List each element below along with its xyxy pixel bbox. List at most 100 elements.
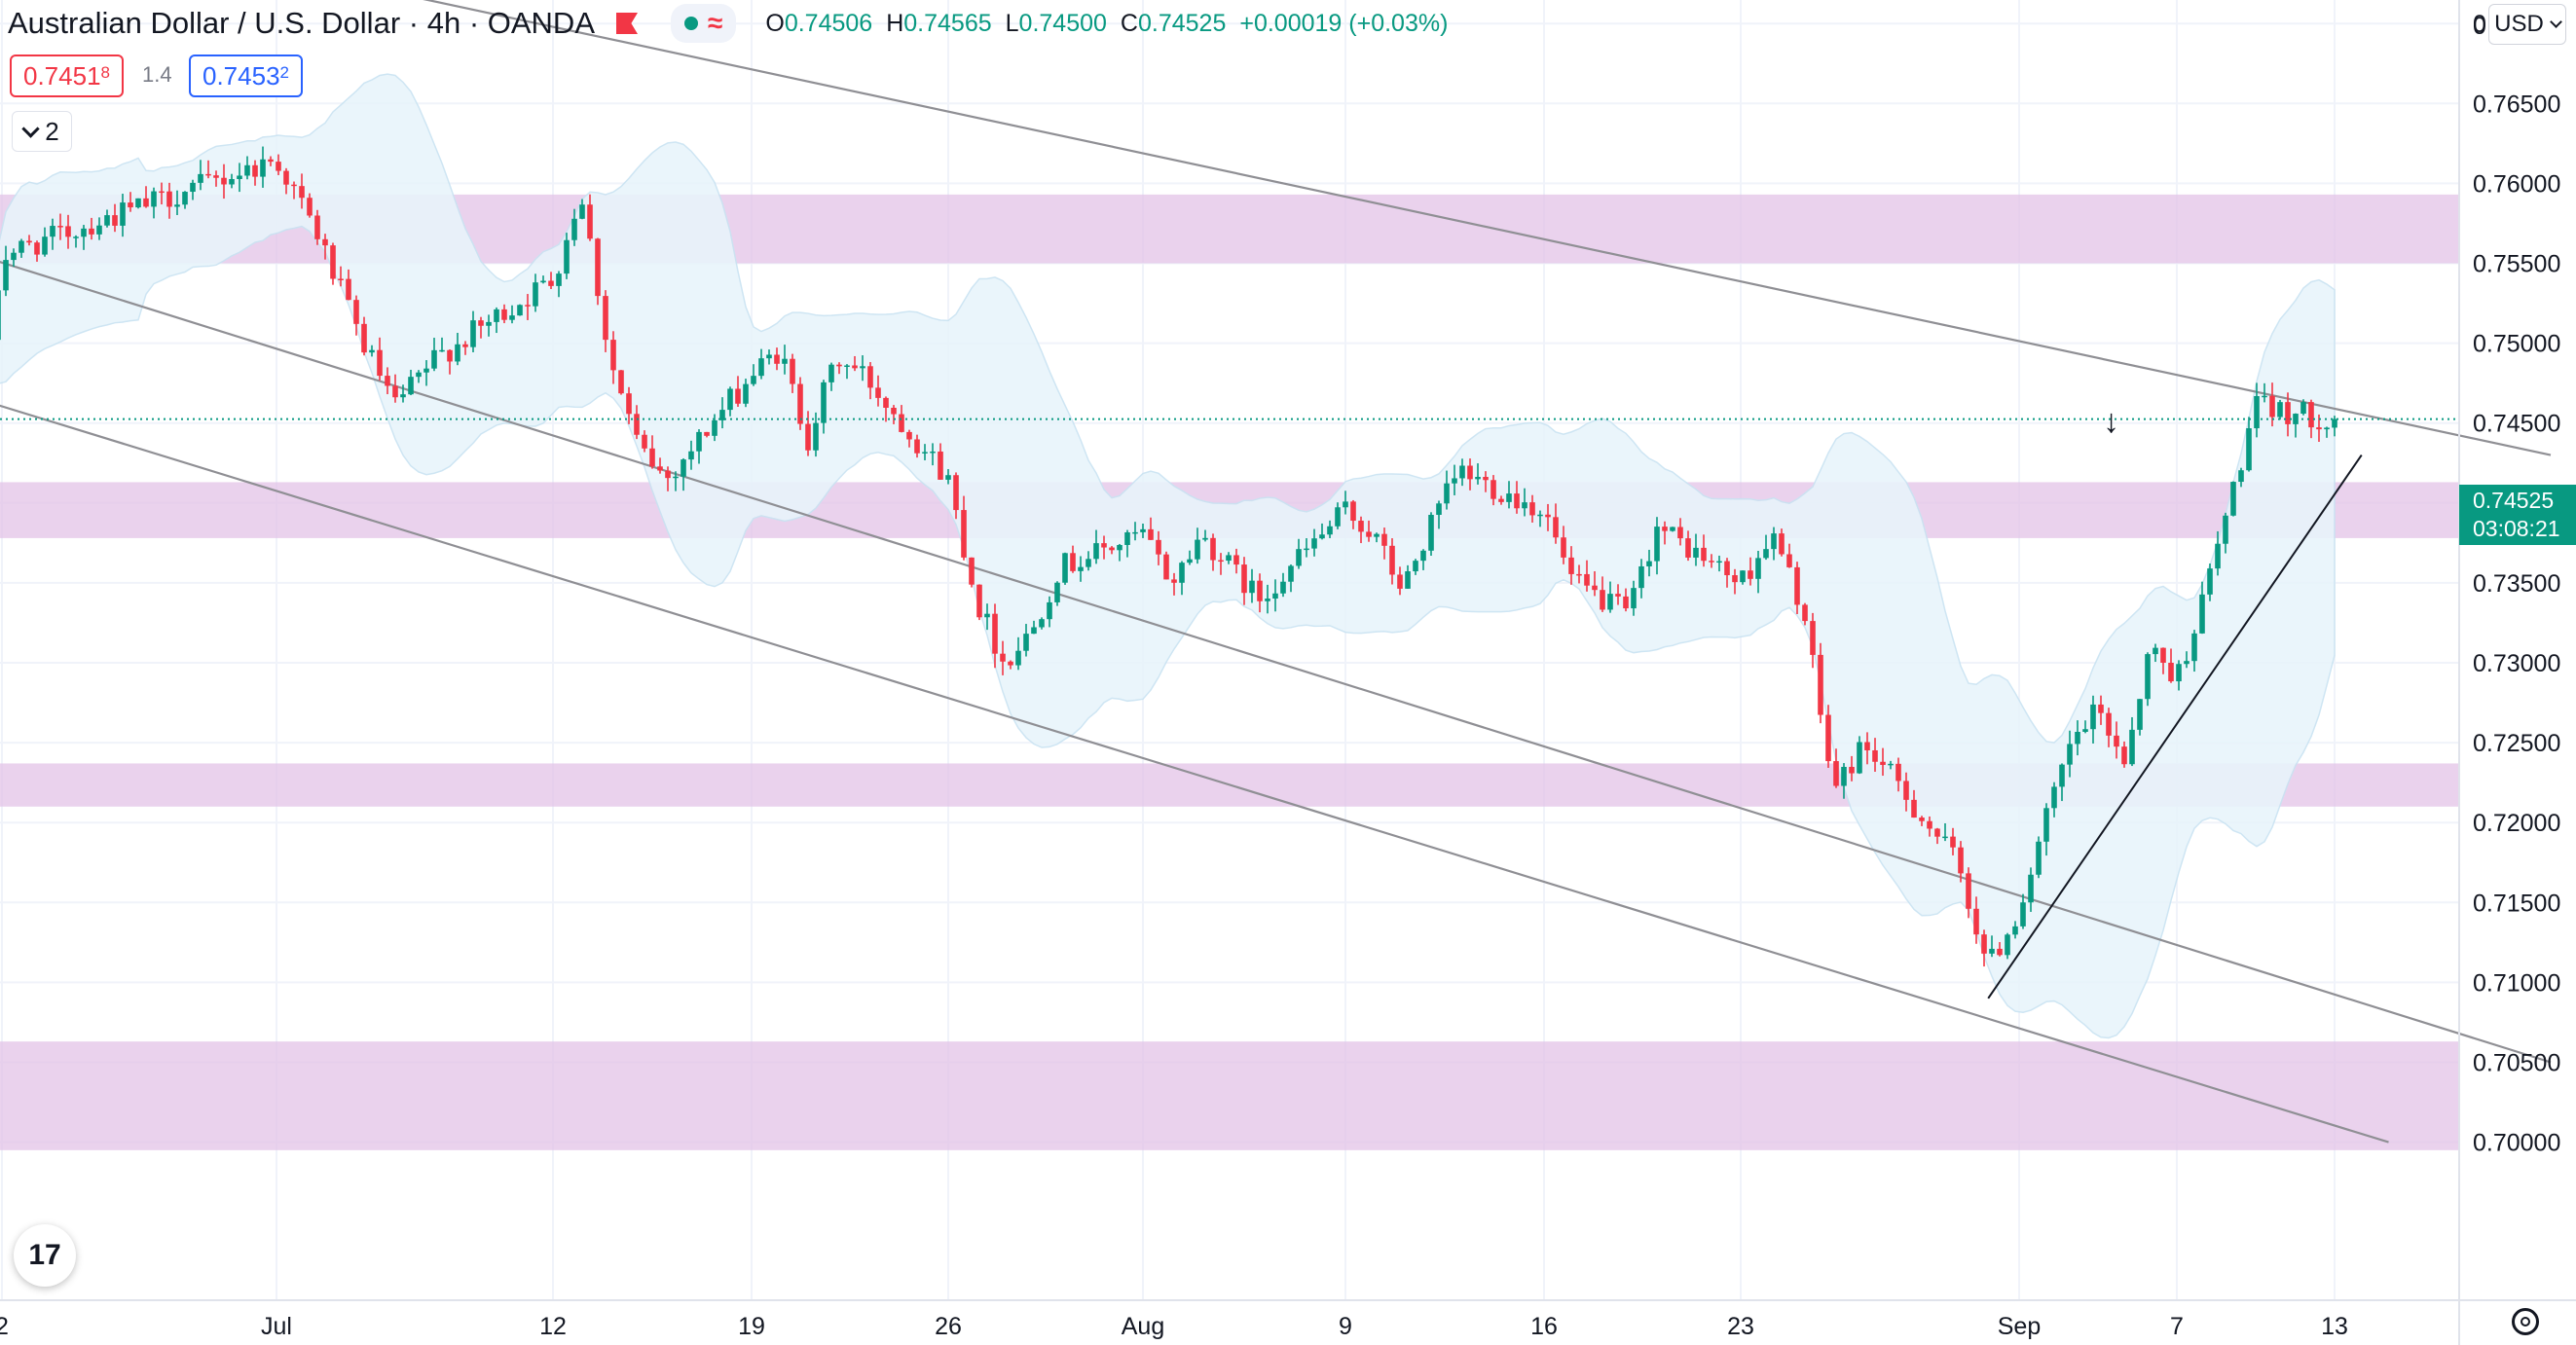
candle-body [143,198,149,207]
candle-body [11,252,17,261]
candle-body [1997,948,2003,956]
x-tick-label: 16 [1530,1313,1558,1340]
candle-body [1654,527,1660,562]
candle-body [1537,514,1543,517]
candle-body [1794,566,1800,605]
gear-icon[interactable] [2512,1308,2539,1335]
candle-body [1015,650,1021,666]
arrow-down-annotation[interactable]: ↓ [2103,403,2119,440]
candle-body [1662,527,1668,531]
candle-body [42,236,48,255]
candle-body [1265,599,1270,601]
candle-body [1436,503,1442,515]
candle-body [525,305,531,307]
candle-body [1833,761,1839,786]
candle-body [610,340,616,371]
candle-body [2262,395,2267,398]
candle-body [1895,763,1901,782]
candle-body [758,358,764,377]
candle-body [1163,554,1169,580]
chart-header: Australian Dollar / U.S. Dollar · 4h · O… [0,0,1448,47]
candle-body [2184,661,2190,665]
candle-body [1825,714,1831,762]
candle-body [151,191,157,207]
candle-body [1405,571,1411,589]
candle-body [665,470,671,479]
y-tick-label: 0.74500 [2473,411,2560,438]
last-price-value: 0.74525 [2473,488,2555,513]
candle-body [2082,729,2088,732]
sell-button[interactable]: 0.7451 8 [10,55,124,97]
ohlc-values: O0.74506 H0.74565 L0.74500 C0.74525 +0.0… [765,9,1449,37]
tradingview-logo-icon[interactable]: 17 [14,1224,76,1287]
x-tick-label: 7 [2170,1313,2184,1340]
interval-label[interactable]: 4h [426,6,461,40]
candle-body [899,414,904,432]
candle-body [836,364,842,367]
symbol-title[interactable]: Australian Dollar / U.S. Dollar · 4h · O… [8,6,595,40]
candle-body [361,323,367,353]
candle-body [1880,761,1886,765]
candle-body [1732,575,1738,583]
candle-body [494,309,499,322]
candle-body [1483,476,1489,481]
candle-body [1327,526,1333,535]
candle-body [984,613,990,618]
market-status-pill[interactable]: ≈ [671,4,737,43]
candle-body [2005,934,2010,956]
candle-body [673,476,679,479]
candle-body [2059,764,2065,787]
candle-body [930,451,936,454]
candle-body [1124,531,1130,545]
candle-body [579,204,585,219]
candle-body [1350,501,1356,522]
candle-body [1771,533,1777,550]
candle-body [120,202,126,226]
candle-body [470,320,476,347]
candle-body [400,394,406,398]
candle-body [564,239,570,274]
candle-body [1810,621,1816,655]
candle-body [2191,633,2197,662]
candle-body [642,434,647,449]
currency-button[interactable]: USD [2488,4,2566,45]
candle-body [1631,588,1637,609]
candle-body [719,410,725,420]
candle-body [1467,465,1473,480]
x-tick-label: Aug [1122,1313,1164,1340]
candle-body [782,358,788,364]
candle-body [1709,561,1714,563]
candle-body [1304,548,1309,551]
candle-body [1374,533,1380,537]
candle-body [1272,593,1278,600]
candle-body [2106,712,2112,736]
candle-body [571,218,577,240]
candle-body [338,278,344,280]
candle-body [2277,402,2283,418]
flag-icon[interactable] [614,13,638,34]
candle-body [1958,847,1964,874]
buy-button[interactable]: 0.7453 2 [189,55,303,97]
candle-body [330,245,336,279]
candle-body [953,475,959,511]
candle-body [2145,654,2151,700]
candle-body [1724,561,1730,576]
chevron-down-icon [21,119,40,138]
candle-body [1054,582,1060,602]
candle-body [1117,544,1122,551]
y-tick-label: 0.73500 [2473,570,2560,598]
x-tick-label: 23 [1727,1313,1754,1340]
candle-body [2308,402,2314,428]
candle-body [1452,478,1457,484]
candle-body [1942,836,1948,839]
candle-body [1584,573,1590,586]
indicators-toggle-button[interactable]: 2 [12,111,72,152]
candle-body [2332,418,2337,428]
candle-body [377,349,383,377]
candle-body [1545,514,1551,518]
candle-body [2254,396,2260,429]
candle-body [1319,534,1325,539]
y-tick-label: 0.71000 [2473,969,2560,997]
